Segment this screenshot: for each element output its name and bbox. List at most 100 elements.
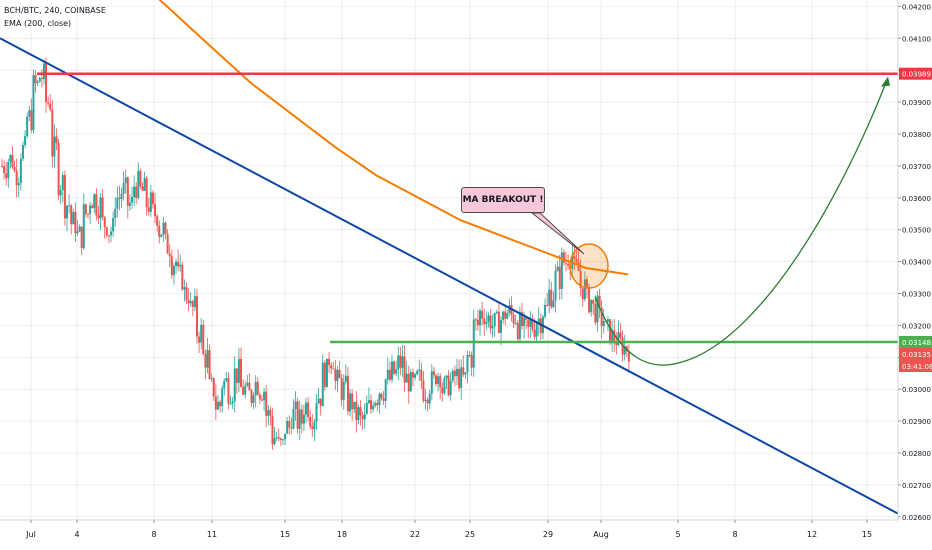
- candle-body: [38, 77, 41, 82]
- candle-body: [82, 204, 85, 249]
- candle-body: [307, 402, 310, 417]
- candle-body: [170, 256, 173, 276]
- candle-body: [317, 398, 320, 404]
- candle-body: [573, 255, 576, 259]
- candle-body: [5, 173, 8, 178]
- candle-body: [42, 63, 45, 80]
- candle-body: [156, 216, 159, 226]
- candle-body: [279, 438, 282, 441]
- candle-body: [216, 401, 219, 410]
- candle-body: [294, 401, 297, 409]
- candle-body: [135, 186, 138, 198]
- x-tick-label: Aug: [593, 530, 609, 539]
- y-tick-label: 0.03900: [902, 99, 931, 107]
- x-tick-label: 12: [807, 530, 817, 539]
- candle-body: [183, 287, 186, 290]
- candle-body: [296, 401, 299, 429]
- candle-body: [124, 177, 127, 184]
- last-price-label: 0.03135: [902, 351, 931, 359]
- candle-body: [441, 387, 444, 394]
- y-tick-label: 0.03200: [902, 322, 931, 330]
- candle-body: [154, 204, 157, 217]
- candle-body: [460, 367, 463, 388]
- projected-path-arrow: [594, 82, 887, 366]
- candle-body: [556, 266, 559, 271]
- candle-body: [334, 368, 337, 381]
- candle-body: [286, 421, 289, 434]
- candle-body: [617, 332, 620, 346]
- candle-body: [21, 145, 24, 159]
- candle-body: [166, 234, 169, 254]
- candle-body: [63, 175, 66, 219]
- candle-body: [105, 227, 108, 236]
- support-price-label: 0.03148: [902, 339, 931, 347]
- candle-body: [89, 205, 92, 215]
- candle-body: [51, 109, 54, 157]
- candle-body: [53, 136, 56, 157]
- candle-body: [355, 401, 358, 421]
- candle-body: [118, 197, 121, 199]
- y-tick-label: 0.03700: [902, 163, 931, 171]
- callout-text: MA BREAKOUT !: [462, 195, 544, 205]
- candle-body: [430, 371, 433, 394]
- candle-body: [133, 186, 136, 197]
- support-price-label-bg: [899, 335, 932, 348]
- candle-body: [298, 409, 301, 429]
- candle-body: [349, 393, 352, 412]
- candle-body: [342, 381, 345, 400]
- candle-body: [149, 192, 152, 212]
- candle-body: [198, 336, 201, 343]
- candle-body: [370, 400, 373, 410]
- candle-body: [407, 373, 410, 392]
- candle-body: [242, 387, 245, 395]
- candle-body: [627, 351, 630, 362]
- candle-body: [175, 261, 178, 267]
- candle-body: [250, 390, 253, 403]
- candle-body: [267, 409, 270, 416]
- candle-body: [443, 378, 446, 394]
- candle-body: [328, 358, 331, 366]
- x-tick-label: 8: [151, 530, 156, 539]
- candle-body: [495, 311, 498, 314]
- candle-body: [325, 358, 328, 388]
- candle-body: [554, 270, 557, 301]
- candle-body: [577, 262, 580, 271]
- last-price-label-bg: [899, 347, 932, 360]
- candle-body: [560, 252, 563, 289]
- candle-body: [585, 279, 588, 287]
- candle-body: [91, 205, 94, 209]
- candle-body: [338, 369, 341, 379]
- candle-body: [313, 421, 316, 429]
- candle-body: [151, 192, 154, 205]
- candle-body: [468, 355, 471, 357]
- y-tick-label: 0.03400: [902, 259, 931, 267]
- x-tick-label: 22: [410, 530, 420, 539]
- candle-body: [445, 375, 448, 379]
- candle-body: [256, 381, 259, 395]
- candle-body: [395, 369, 398, 374]
- candle-body: [403, 356, 406, 383]
- resistance-price-label: 0.03989: [902, 71, 931, 79]
- ma-breakout-callout: MA BREAKOUT !: [461, 187, 545, 213]
- candle-body: [3, 166, 6, 174]
- candle-body: [233, 368, 236, 402]
- candle-body: [340, 378, 343, 400]
- candle-body: [107, 235, 110, 237]
- candle-body: [244, 385, 247, 395]
- candle-body: [575, 258, 578, 263]
- candle-body: [546, 304, 549, 306]
- candle-body: [548, 289, 551, 306]
- candle-body: [527, 319, 530, 327]
- x-tick-label: 11: [207, 530, 217, 539]
- candle-body: [45, 63, 48, 103]
- y-tick-label: 0.04100: [902, 35, 931, 43]
- candle-body: [579, 270, 582, 289]
- candle-body: [277, 437, 280, 439]
- candle-body: [246, 382, 249, 386]
- candle-body: [581, 288, 584, 300]
- candle-body: [353, 401, 356, 410]
- candle-body: [458, 368, 461, 388]
- candle-body: [305, 402, 308, 415]
